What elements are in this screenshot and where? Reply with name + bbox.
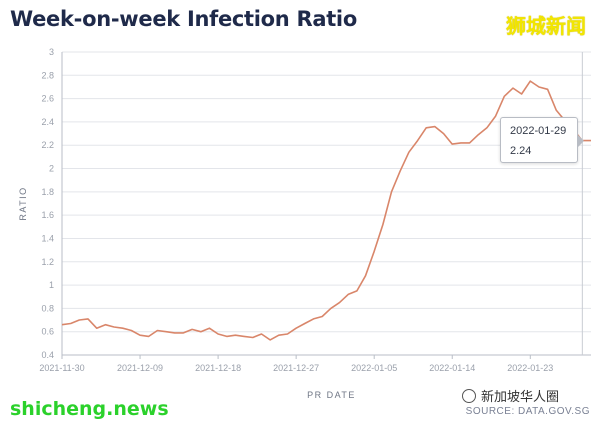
- watermark-bottom-left: shicheng.news: [10, 398, 169, 420]
- y-tick-label: 2: [49, 164, 54, 174]
- y-tick-label: 0.6: [41, 327, 54, 337]
- watermark-bottom-right: 新加坡华人圈: [462, 386, 559, 405]
- source-label: SOURCE: DATA.GOV.SG: [465, 406, 590, 417]
- y-tick-label: 1.2: [41, 257, 54, 267]
- x-tick-label: 2021-12-18: [195, 363, 241, 373]
- y-tick-label: 2.6: [41, 94, 54, 104]
- series-line: [61, 80, 591, 341]
- watermark-top-right: 狮城新闻: [506, 14, 586, 38]
- tooltip-date: 2022-01-29: [510, 125, 567, 137]
- y-tick-label: 1.6: [41, 210, 54, 220]
- wechat-logo-icon: [462, 389, 476, 403]
- data-tooltip: 2022-01-29 2.24: [500, 117, 584, 163]
- y-tick-label: 0.4: [41, 350, 54, 360]
- x-axis-label: PR DATE: [307, 390, 356, 400]
- x-tick-label: 2021-12-27: [273, 363, 319, 373]
- tooltip-value: 2.24: [510, 145, 532, 157]
- chart-title: Week-on-week Infection Ratio: [10, 7, 357, 31]
- chart-grid: [61, 51, 591, 356]
- y-tick-label: 1.8: [41, 187, 54, 197]
- x-tick-label: 2022-01-14: [429, 363, 475, 373]
- x-axis-ticks: 2021-11-30 2021-12-09 2021-12-18 2021-12-27…: [39, 355, 553, 373]
- x-tick-label: 2022-01-23: [507, 363, 553, 373]
- y-tick-label: 3: [49, 47, 54, 57]
- x-tick-label: 2022-01-05: [351, 363, 397, 373]
- y-tick-label: 1.4: [41, 233, 54, 243]
- watermark-bottom-right-text: 新加坡华人圈: [481, 390, 560, 405]
- y-tick-label: 1: [49, 280, 54, 290]
- y-tick-label: 2.8: [41, 70, 54, 80]
- y-axis-label: RATIO: [18, 186, 28, 220]
- x-tick-label: 2021-11-30: [39, 363, 84, 373]
- y-axis-ticks: 0.4 0.6 0.8 1 1.2 1.4 1.6 1.8 2 2.2 2.4 2.6 2.8 3: [41, 47, 54, 360]
- y-tick-label: 0.8: [41, 303, 54, 313]
- y-tick-label: 2.2: [41, 140, 54, 150]
- x-tick-label: 2021-12-09: [117, 363, 163, 373]
- y-tick-label: 2.4: [41, 117, 54, 127]
